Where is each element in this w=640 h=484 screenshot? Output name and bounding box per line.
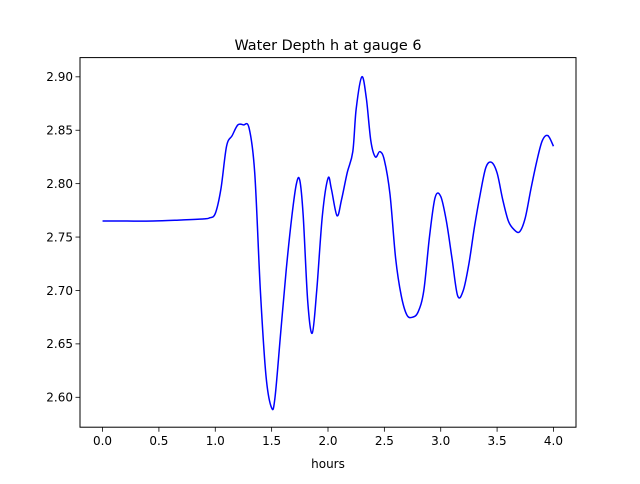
- y-tick-label: 2.60: [46, 391, 73, 405]
- y-tick-label: 2.75: [46, 230, 73, 244]
- x-tick-label: 0.5: [149, 434, 168, 448]
- series-line-0: [102, 76, 555, 411]
- x-axis-ticks: 0.0 0.5 1.0 1.5 2.0 2.5 3.0 3.5 4.0: [93, 427, 563, 448]
- chart-title: Water Depth h at gauge 6: [234, 38, 421, 54]
- x-axis-label: hours: [311, 457, 345, 471]
- y-tick-label: 2.65: [46, 337, 73, 351]
- x-tick-label: 2.0: [318, 434, 337, 448]
- x-tick-label: 4.0: [544, 434, 563, 448]
- x-tick-label: 1.0: [206, 434, 225, 448]
- y-tick-label: 2.90: [46, 70, 73, 84]
- x-tick-label: 1.5: [262, 434, 281, 448]
- y-axis-ticks: 2.60 2.65 2.70 2.75 2.80 2.85 2.90: [46, 70, 80, 405]
- x-tick-label: 2.5: [375, 434, 394, 448]
- y-tick-label: 2.85: [46, 124, 73, 138]
- x-tick-label: 3.5: [488, 434, 507, 448]
- x-tick-label: 3.0: [431, 434, 450, 448]
- y-tick-label: 2.80: [46, 177, 73, 191]
- y-tick-label: 2.70: [46, 284, 73, 298]
- x-tick-label: 0.0: [93, 434, 112, 448]
- series-layer: [102, 76, 555, 411]
